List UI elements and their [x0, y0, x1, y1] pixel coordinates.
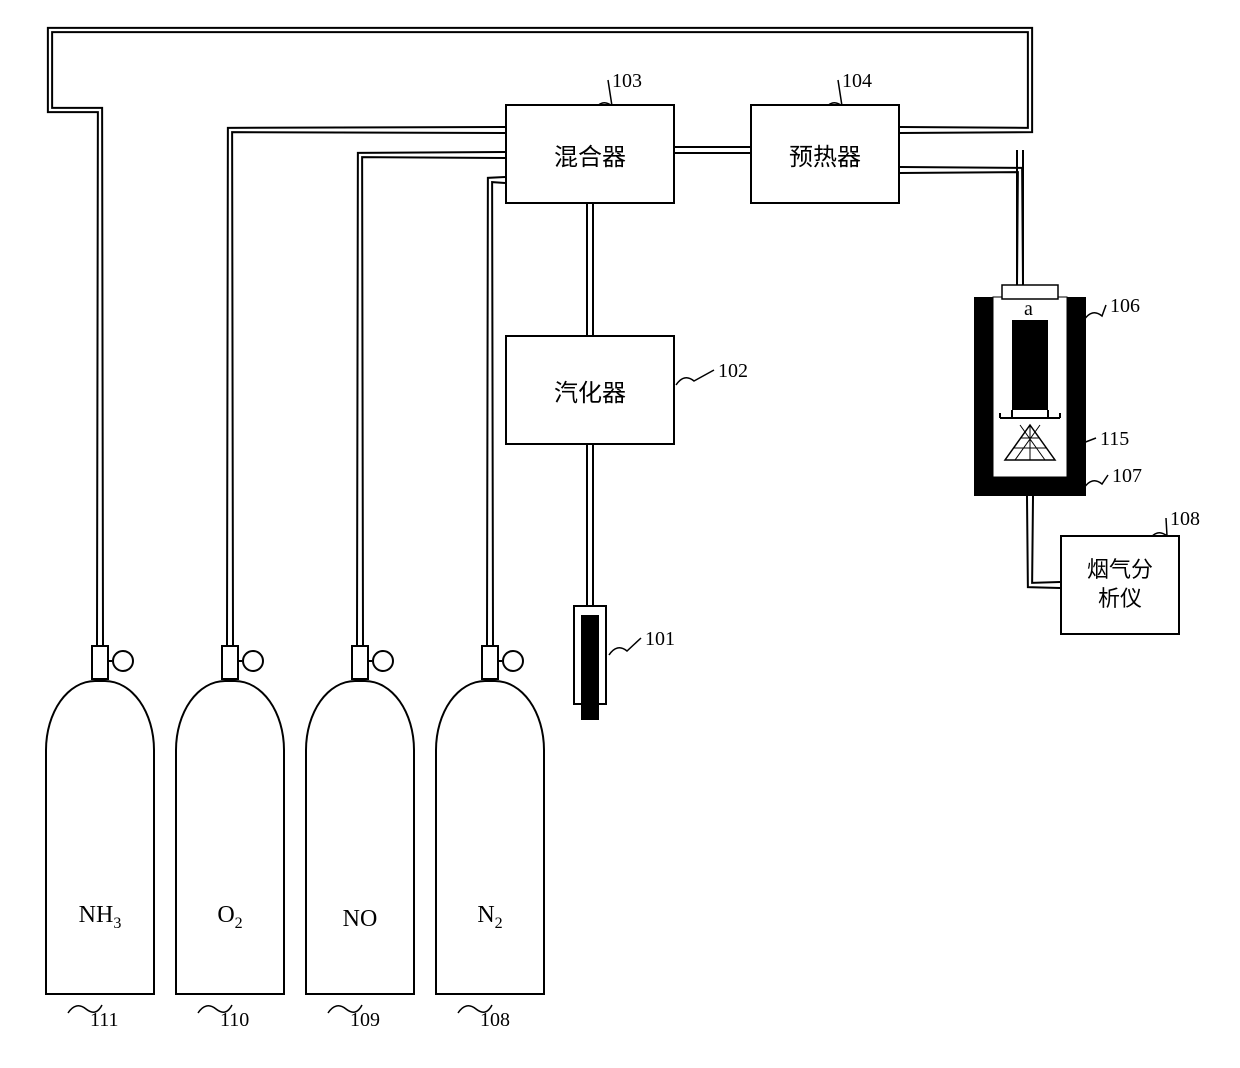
mixer-label: 混合器	[554, 137, 626, 172]
cylinder-neck	[351, 645, 369, 680]
ref-number: 111	[90, 1009, 119, 1032]
cylinder-valve-icon	[502, 650, 524, 672]
analyzer-label: 烟气分 析仪	[1087, 556, 1153, 613]
gas-cylinder-label: N2	[437, 902, 543, 933]
analyzer-box: 烟气分 析仪	[1060, 535, 1180, 635]
ref-number: 108	[1170, 508, 1200, 531]
ref-number: 101	[645, 628, 675, 651]
ref-number: 106	[1110, 295, 1140, 318]
gas-cylinder: NO	[305, 680, 415, 995]
ref-number: 110	[220, 1009, 249, 1032]
mixer-box: 混合器	[505, 104, 675, 204]
ref-number: 109	[350, 1009, 380, 1032]
preheater-label: 预热器	[789, 137, 861, 172]
reactor-top-cap	[1002, 285, 1058, 299]
gas-cylinder-label: NH3	[47, 902, 153, 933]
vaporizer-label: 汽化器	[554, 373, 626, 408]
vaporizer-box: 汽化器	[505, 335, 675, 445]
ref-number: 108	[480, 1009, 510, 1032]
ref-number: 103	[612, 70, 642, 93]
diagram-canvas: 混合器 预热器 汽化器 烟气分 析仪 a NH3 O2 NO N2 103 104 102…	[0, 0, 1240, 1068]
ref-number: 104	[842, 70, 872, 93]
gas-cylinder: N2	[435, 680, 545, 995]
cylinder-neck	[481, 645, 499, 680]
preheater-box: 预热器	[750, 104, 900, 204]
gas-cylinder-label: NO	[307, 906, 413, 933]
gas-cylinder: O2	[175, 680, 285, 995]
ref-number: 115	[1100, 428, 1129, 451]
reactor-label-a: a	[1024, 298, 1033, 321]
cylinder-neck	[91, 645, 109, 680]
gas-cylinder: NH3	[45, 680, 155, 995]
ref-number: 107	[1112, 465, 1142, 488]
cylinder-valve-icon	[112, 650, 134, 672]
cylinder-neck	[221, 645, 239, 680]
cylinder-valve-icon	[372, 650, 394, 672]
cylinder-valve-icon	[242, 650, 264, 672]
syringe	[573, 605, 607, 720]
gas-cylinder-label: O2	[177, 902, 283, 933]
ref-number: 102	[718, 360, 748, 383]
reactor-sample	[1012, 320, 1048, 410]
